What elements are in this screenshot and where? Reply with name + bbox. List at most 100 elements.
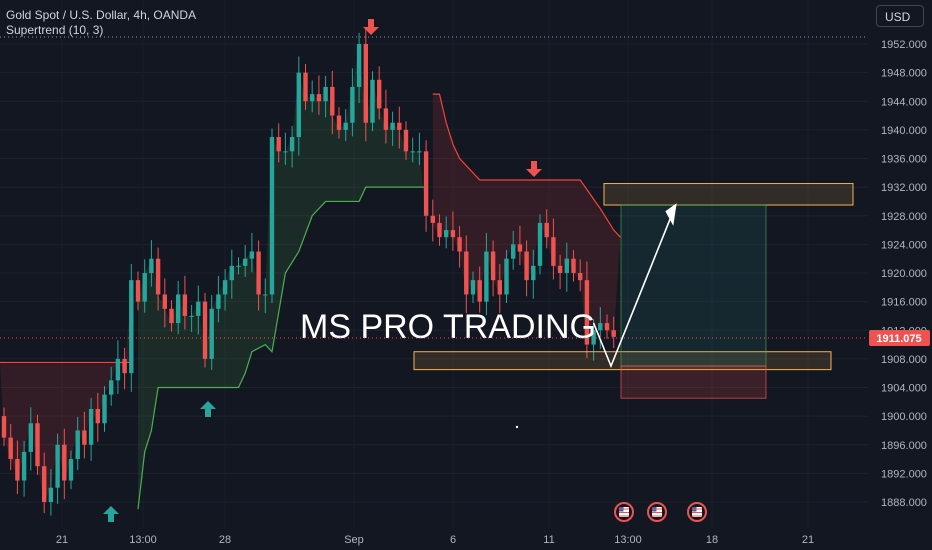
candle-body xyxy=(410,151,415,153)
candle-body xyxy=(8,437,13,460)
price-tick-label: 1916.000 xyxy=(881,297,927,309)
price-tick-label: 1892.000 xyxy=(881,468,927,480)
candle-body xyxy=(149,258,154,273)
price-axis-labels: 1952.000 1948.000 1944.000 1940.000 1936.000… xyxy=(881,39,927,509)
price-axis[interactable] xyxy=(868,0,932,528)
support-zone[interactable] xyxy=(413,351,832,371)
candle-body xyxy=(444,230,449,238)
indicator-title[interactable]: Supertrend (10, 3) xyxy=(6,23,104,37)
candle-body xyxy=(122,358,127,374)
resistance-zone[interactable] xyxy=(603,183,854,206)
candle-body xyxy=(1,416,7,438)
price-tick-label: 1928.000 xyxy=(881,211,927,223)
candle-body xyxy=(564,258,569,273)
price-tick-label: 1900.000 xyxy=(881,411,927,423)
sell-signal-icon xyxy=(363,19,379,35)
candle-body xyxy=(517,244,523,252)
price-tick-label: 1952.000 xyxy=(881,39,927,51)
candle-body xyxy=(490,251,496,281)
candle-body xyxy=(216,294,221,309)
price-tick-label: 1904.000 xyxy=(881,383,927,395)
price-tick-label: 1936.000 xyxy=(881,154,927,166)
us-event-badge[interactable] xyxy=(687,502,707,522)
candle-body xyxy=(544,222,549,238)
candle-body xyxy=(356,44,362,87)
candle-body xyxy=(155,258,161,295)
candle-body xyxy=(310,94,315,102)
candle-body xyxy=(229,265,234,281)
candle-body xyxy=(35,423,40,467)
candle-body xyxy=(303,72,308,102)
candle-body xyxy=(202,301,208,359)
drawings[interactable] xyxy=(413,183,854,429)
candle-body xyxy=(497,280,502,295)
candle-body xyxy=(182,294,188,316)
candle-body xyxy=(109,380,114,395)
candle-body xyxy=(189,315,194,317)
price-tick-label: 1948.000 xyxy=(881,68,927,80)
candles xyxy=(1,27,616,516)
candle-body xyxy=(604,323,610,331)
price-tick-label: 1888.000 xyxy=(881,497,927,509)
time-axis[interactable] xyxy=(0,528,932,550)
candle-body xyxy=(129,280,134,374)
candle-body xyxy=(363,44,368,123)
economic-events[interactable] xyxy=(614,502,707,522)
candle-body xyxy=(457,237,462,252)
candle-body xyxy=(21,451,27,481)
candle-body xyxy=(390,122,395,130)
target-area[interactable] xyxy=(620,204,767,367)
candle-body xyxy=(95,408,100,424)
buy-signal-icon xyxy=(103,506,119,522)
candle-body xyxy=(176,294,181,324)
currency-button[interactable]: USD xyxy=(876,5,924,27)
us-event-badge[interactable] xyxy=(614,502,634,522)
candle-body xyxy=(296,72,301,138)
candle-body xyxy=(269,137,275,295)
time-tick-label: 21 xyxy=(56,534,68,546)
price-tick-label: 1908.000 xyxy=(881,354,927,366)
time-tick-label: 13:00 xyxy=(614,534,642,546)
candle-body xyxy=(68,459,74,481)
sell-signal-icon xyxy=(526,161,542,177)
candle-body xyxy=(55,444,60,488)
candle-body xyxy=(343,122,348,130)
price-tick-label: 1940.000 xyxy=(881,125,927,137)
candle-body xyxy=(162,294,167,309)
candle-body xyxy=(370,79,375,123)
candle-body xyxy=(437,222,442,238)
candle-body xyxy=(323,86,328,102)
projection-path[interactable] xyxy=(592,204,677,369)
supertrend-down-line xyxy=(432,93,621,238)
time-tick-label: 18 xyxy=(706,534,718,546)
candle-body xyxy=(511,244,516,259)
candle-body xyxy=(470,280,476,295)
watermark-text: MS PRO TRADING xyxy=(300,308,596,346)
candle-body xyxy=(578,273,583,281)
candle-body xyxy=(584,280,590,345)
stop-area[interactable] xyxy=(620,365,767,399)
candle-body xyxy=(377,79,382,109)
candle-body xyxy=(611,330,616,337)
candle-body xyxy=(48,487,54,502)
candle-body xyxy=(28,423,33,452)
candle-body xyxy=(450,230,456,238)
candle-body xyxy=(557,265,563,273)
chart-legend: Gold Spot / U.S. Dollar, 4h, OANDA Super… xyxy=(6,8,196,38)
candle-body xyxy=(169,308,174,324)
us-event-badge[interactable] xyxy=(647,502,667,522)
candle-body xyxy=(591,330,596,345)
candle-body xyxy=(135,280,141,302)
buy-signal-icon xyxy=(200,401,216,417)
symbol-title[interactable]: Gold Spot / U.S. Dollar, 4h, OANDA xyxy=(6,8,197,22)
candle-body xyxy=(196,301,201,316)
candle-body xyxy=(102,394,107,424)
candle-body xyxy=(350,86,355,123)
candle-body xyxy=(222,280,228,295)
time-tick-label: 11 xyxy=(543,534,554,546)
candle-body xyxy=(397,122,402,130)
candle-body xyxy=(403,129,409,152)
candle-body xyxy=(243,258,248,266)
candle-body xyxy=(531,265,536,281)
